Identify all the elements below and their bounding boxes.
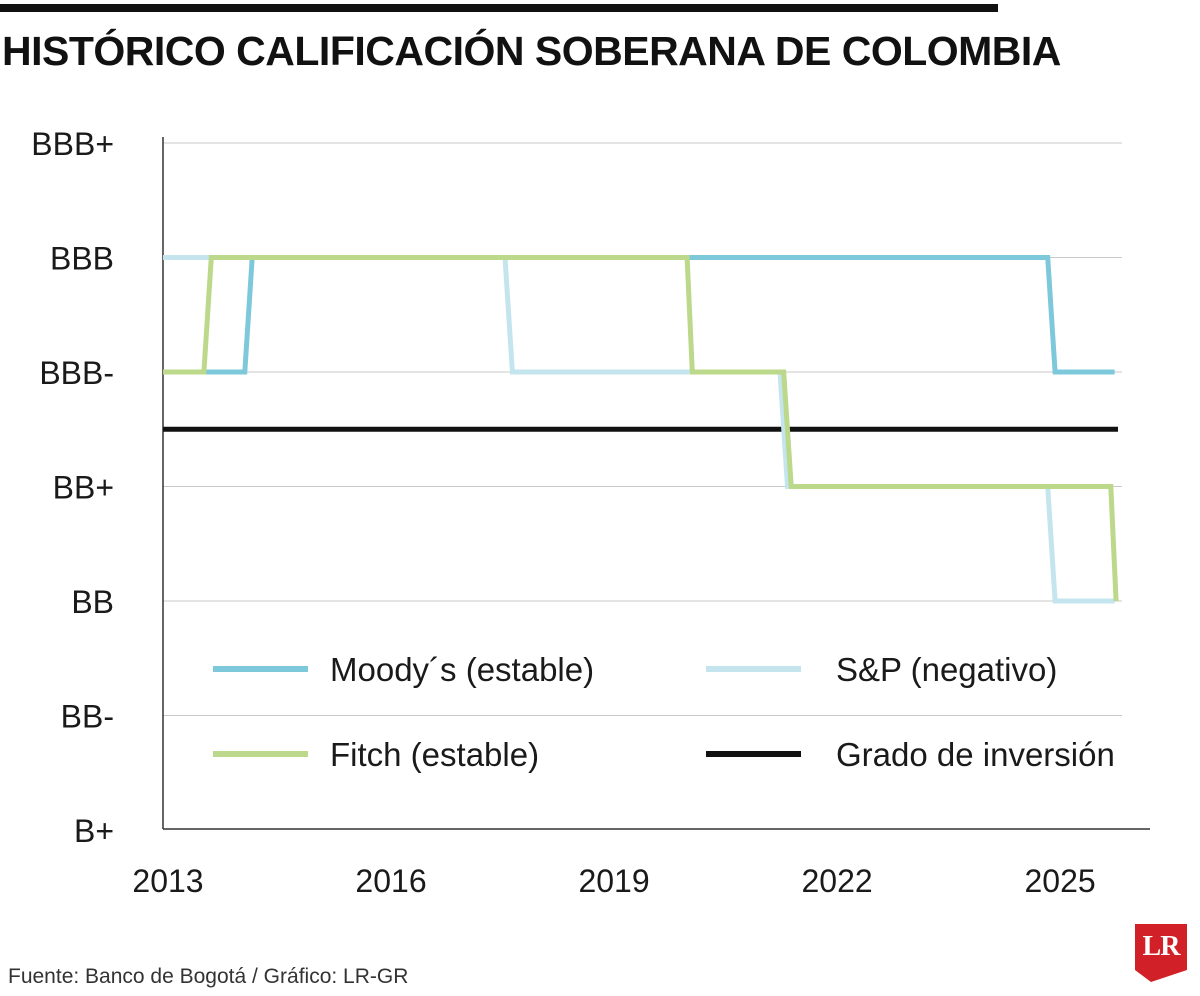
- y-tick-label: BB+: [53, 470, 114, 506]
- x-tick-label: 2025: [1024, 863, 1095, 899]
- legend-label-moodys: Moody´s (estable): [330, 651, 594, 688]
- moodys-series-line: [163, 255, 1115, 375]
- legend-label-fitch: Fitch (estable): [330, 736, 539, 773]
- y-tick-label: BB: [71, 584, 114, 620]
- chart-title: HISTÓRICO CALIFICACIÓN SOBERANA DE COLOM…: [2, 28, 1061, 74]
- y-tick-label: BBB-: [39, 355, 114, 391]
- x-tick-label: 2019: [578, 863, 649, 899]
- source-note: Fuente: Banco de Bogotá / Gráfico: LR-GR: [8, 965, 409, 988]
- legend-label-investment_grade: Grado de inversión: [836, 736, 1115, 773]
- lr-logo-tail: [1135, 970, 1187, 982]
- x-tick-label: 2013: [132, 863, 203, 899]
- y-tick-label: B+: [74, 813, 114, 849]
- sp-series-line: [163, 255, 1115, 604]
- x-axis-ticks: 2013 2016 2019 2022 2025: [132, 863, 1095, 899]
- axes: [162, 137, 1150, 830]
- y-tick-label: BB-: [61, 699, 114, 735]
- x-tick-label: 2016: [355, 863, 426, 899]
- y-tick-label: BBB: [50, 241, 114, 277]
- series-lines: [163, 255, 1119, 604]
- y-axis-ticks: BBB+ BBB BBB- BB+ BB BB- B+: [31, 126, 114, 849]
- legend-label-sp: S&P (negativo): [836, 651, 1057, 688]
- legend: Moody´s (estable) S&P (negativo) Fitch (es…: [213, 651, 1115, 773]
- lr-logo: LR: [1135, 924, 1187, 970]
- fitch-series-line: [163, 255, 1119, 602]
- x-tick-label: 2022: [801, 863, 872, 899]
- y-tick-label: BBB+: [31, 126, 114, 162]
- top-rule: [0, 4, 998, 12]
